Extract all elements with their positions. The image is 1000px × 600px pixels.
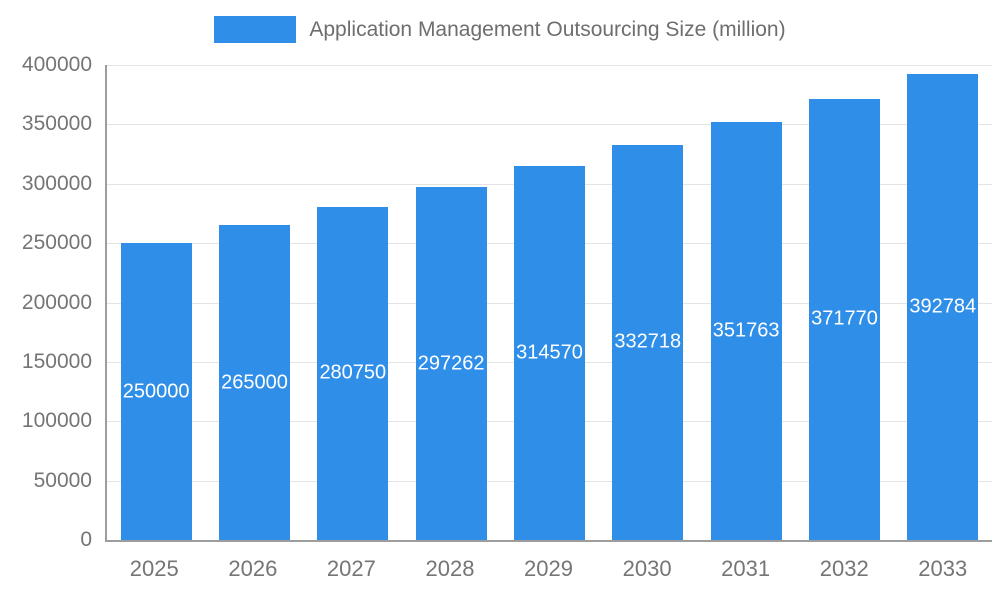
x-axis-label: 2031 (721, 556, 771, 581)
y-axis-label: 100000 (21, 409, 92, 433)
bar-value-label: 250000 (122, 380, 190, 403)
bars-row: 250000 265000 280750 297262 314570 332718 3517… (107, 65, 992, 540)
bar-2029: 314570 (514, 166, 585, 540)
bar-slot: 351763 (697, 65, 795, 540)
bar-slot: 297262 (402, 65, 500, 540)
x-axis-label: 2026 (228, 556, 278, 581)
y-axis-label: 300000 (21, 171, 92, 195)
legend-swatch (214, 16, 297, 43)
bar-2030: 332718 (612, 144, 684, 540)
y-axis-label: 400000 (21, 53, 92, 76)
gridline (107, 124, 992, 126)
bar-slot: 250000 (107, 65, 205, 540)
bar-value-label: 314570 (516, 341, 583, 364)
x-axis-label: 2027 (326, 556, 376, 581)
plot-area: 250000 265000 280750 297262 314570 332718 3517… (105, 65, 992, 542)
bar-value-label: 297262 (417, 352, 485, 374)
bar-slot: 392784 (894, 65, 992, 540)
x-axis-label: 2029 (524, 556, 573, 581)
bar-value-label: 392784 (909, 295, 977, 318)
bar-slot: 314570 (500, 65, 598, 540)
bar-slot: 265000 (205, 65, 303, 540)
bar-value-label: 265000 (221, 371, 288, 394)
x-axis-row: 2025 2026 2027 2028 2029 2030 2031 2032 2033 (105, 556, 992, 582)
bar-value-label: 332718 (614, 330, 682, 353)
bar-2026: 265000 (219, 225, 290, 540)
y-axis-label: 200000 (21, 290, 92, 314)
gridline (107, 65, 992, 66)
x-axis-label: 2032 (819, 556, 869, 581)
bar-2027: 280750 (317, 206, 389, 540)
y-axis-label: 250000 (21, 231, 92, 255)
y-axis-label: 150000 (21, 349, 92, 373)
y-axis-label: 50000 (33, 468, 92, 492)
legend-label: Application Management Outsourcing Size … (309, 17, 786, 41)
x-axis-label: 2025 (129, 556, 179, 581)
bar-value-label: 280750 (319, 361, 387, 384)
bar-2032: 371770 (809, 98, 880, 540)
y-axis-label: 0 (80, 528, 92, 551)
bar-2031: 351763 (710, 122, 782, 540)
bar-2025: 250000 (120, 243, 192, 540)
bar-slot: 332718 (599, 65, 697, 540)
legend: Application Management Outsourcing Size … (0, 16, 1000, 43)
bar-slot: 280750 (304, 65, 402, 540)
y-axis-label: 350000 (21, 112, 92, 136)
bar-2033: 392784 (907, 73, 979, 540)
bar-value-label: 371770 (811, 307, 878, 330)
bar-value-label: 351763 (712, 319, 780, 342)
x-axis-label: 2033 (918, 556, 968, 581)
bar-2028: 297262 (415, 187, 487, 540)
x-axis-label: 2028 (425, 556, 475, 581)
bar-slot: 371770 (795, 65, 893, 540)
x-axis-label: 2030 (622, 556, 672, 581)
